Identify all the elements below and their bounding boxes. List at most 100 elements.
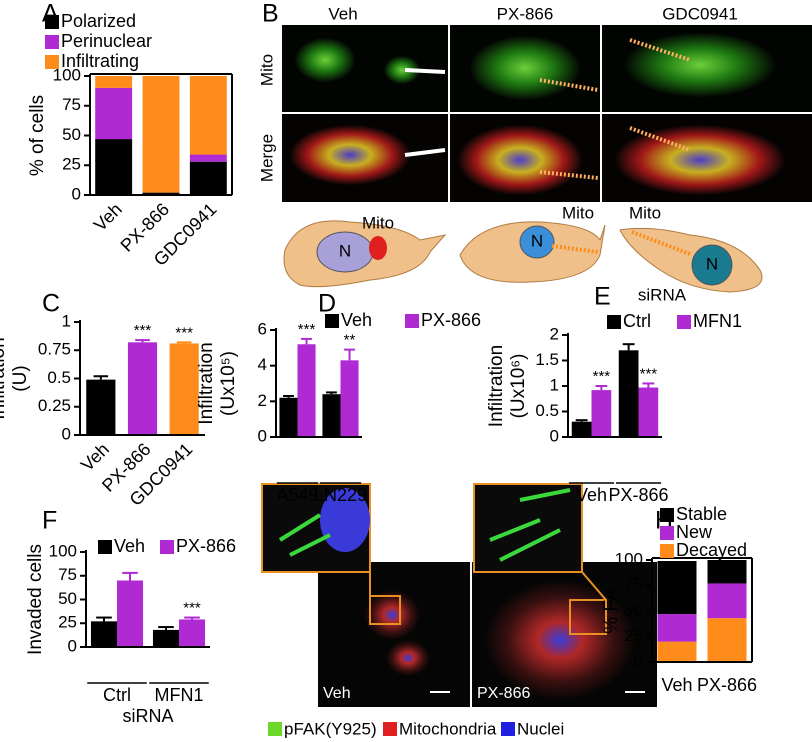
y-tick-label: 25 bbox=[624, 626, 643, 645]
scan-line bbox=[629, 126, 691, 152]
legend-swatch bbox=[45, 15, 59, 29]
bar bbox=[279, 397, 298, 437]
cell bbox=[625, 33, 775, 97]
cartoon-label: N bbox=[339, 241, 351, 260]
bar-segment bbox=[95, 87, 133, 140]
x-tick-label: MFN1 bbox=[155, 685, 204, 705]
bar bbox=[127, 342, 158, 435]
legend-label: Polarized bbox=[61, 11, 136, 31]
legend-swatch bbox=[98, 540, 112, 554]
panel-letter: F bbox=[42, 507, 57, 535]
bar-segment bbox=[657, 561, 697, 615]
bar-segment bbox=[95, 76, 133, 88]
panel-letter: C bbox=[42, 290, 60, 318]
legend-label: Veh bbox=[114, 536, 145, 556]
significance: *** bbox=[640, 365, 658, 382]
y-axis-label: % of cells bbox=[27, 95, 48, 176]
x-tick-label: Veh bbox=[77, 439, 113, 475]
zoom-box bbox=[569, 599, 607, 635]
cell bbox=[615, 125, 785, 195]
y-tick-label: 0.5 bbox=[535, 401, 559, 420]
y-tick-label: 100 bbox=[53, 65, 81, 84]
legend-title: siRNA bbox=[638, 285, 687, 304]
bar bbox=[117, 580, 144, 647]
y-tick-label: 0 bbox=[634, 651, 643, 670]
legend-swatch bbox=[45, 35, 59, 49]
cartoon-label: Mito bbox=[362, 213, 394, 232]
bar bbox=[340, 360, 359, 437]
y-axis-label: Invaded cells bbox=[25, 544, 46, 655]
y-axis-label: (Ux10⁵) bbox=[218, 351, 239, 416]
bar-segment bbox=[189, 154, 227, 162]
adhesion bbox=[489, 488, 571, 562]
scan-line bbox=[539, 170, 599, 180]
significance: *** bbox=[134, 322, 152, 339]
scan-line bbox=[404, 148, 446, 157]
y-axis-label: Infiltration bbox=[196, 342, 217, 424]
bar bbox=[152, 629, 179, 647]
significance: *** bbox=[175, 324, 193, 341]
bar bbox=[86, 379, 116, 435]
x-tick-label: Veh bbox=[661, 675, 692, 695]
bar bbox=[591, 390, 612, 437]
row-label: Merge bbox=[257, 134, 276, 182]
bar bbox=[618, 350, 639, 437]
column-label: Veh bbox=[328, 4, 357, 23]
legend-swatch bbox=[325, 314, 339, 328]
legend-swatch bbox=[660, 526, 674, 540]
bar bbox=[322, 394, 341, 437]
y-tick-label: 0 bbox=[72, 184, 81, 203]
mito bbox=[369, 236, 387, 260]
legend-swatch bbox=[383, 722, 397, 736]
legend-swatch bbox=[501, 722, 515, 736]
legend-label: PX-866 bbox=[421, 310, 481, 330]
x-tick-label: A549 bbox=[276, 485, 318, 505]
x-tick-label: Veh bbox=[576, 485, 607, 505]
significance: ** bbox=[344, 332, 356, 349]
y-axis-label: Infiltration bbox=[486, 345, 507, 427]
significance: *** bbox=[593, 368, 611, 385]
x-tick-label: PX-866 bbox=[608, 485, 668, 505]
x-tick-label: Ctrl bbox=[103, 685, 131, 705]
y-tick-label: 2 bbox=[258, 391, 267, 410]
cell bbox=[364, 590, 420, 640]
panel-b: B Veh PX-866 GDC0941 Mito Merge N Mito bbox=[257, 0, 812, 293]
x-axis-label: siRNA bbox=[122, 706, 173, 726]
legend-swatch bbox=[660, 544, 674, 558]
y-axis-label: Infiltration bbox=[0, 337, 9, 419]
legend-label: New bbox=[676, 522, 713, 542]
y-tick-label: 2 bbox=[550, 324, 559, 343]
y-axis-label: (Ux10⁶) bbox=[508, 354, 529, 419]
y-tick-label: 0 bbox=[550, 426, 559, 445]
cartoon-label: Mito bbox=[629, 203, 661, 222]
bar-segment bbox=[95, 139, 133, 195]
y-tick-label: 75 bbox=[62, 95, 81, 114]
y-tick-label: 25 bbox=[58, 613, 77, 632]
scan-line bbox=[404, 68, 446, 74]
y-tick-label: 1 bbox=[62, 311, 71, 330]
bar bbox=[179, 619, 206, 647]
column-label: GDC0941 bbox=[662, 4, 738, 23]
legend-label: Decayed bbox=[676, 540, 747, 560]
panel-letter: D bbox=[318, 290, 336, 318]
adhesion bbox=[278, 513, 331, 557]
significance: *** bbox=[183, 600, 201, 617]
nucleus bbox=[519, 225, 555, 259]
y-tick-label: 75 bbox=[624, 575, 643, 594]
y-axis-label: (U) bbox=[10, 365, 31, 391]
legend-label: Perinuclear bbox=[61, 31, 152, 51]
cell-cartoon bbox=[619, 227, 763, 293]
legend-label: PX-866 bbox=[176, 536, 236, 556]
y-tick-label: 50 bbox=[624, 600, 643, 619]
x-tick-label: LN229 bbox=[314, 485, 367, 505]
x-tick-label: PX-866 bbox=[697, 675, 757, 695]
legend-label: Infiltrating bbox=[61, 51, 139, 71]
legend-swatch bbox=[268, 722, 282, 736]
scan-line bbox=[539, 78, 599, 92]
legend-swatch bbox=[607, 315, 621, 329]
legend-label: pFAK(Y925) bbox=[284, 719, 377, 738]
y-tick-label: 0.25 bbox=[38, 396, 71, 415]
bar-segment bbox=[189, 161, 227, 195]
y-tick-label: 0 bbox=[68, 636, 77, 655]
